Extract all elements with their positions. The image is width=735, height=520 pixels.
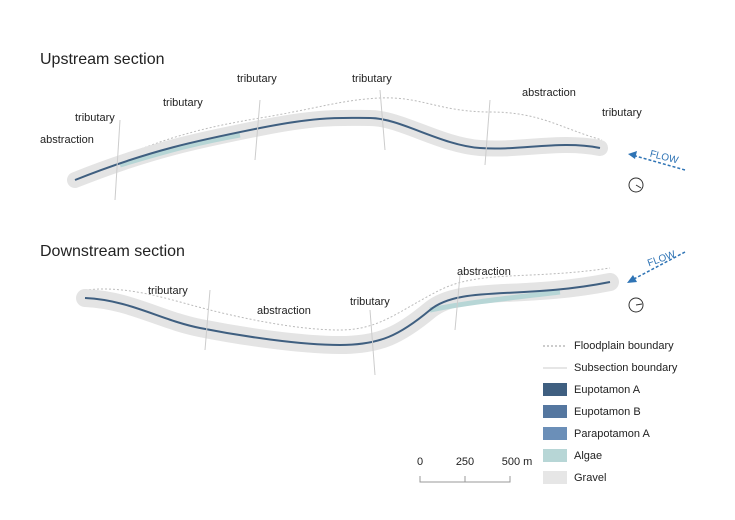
channel bbox=[84, 281, 611, 347]
legend-label: Subsection boundary bbox=[574, 362, 678, 374]
scale-bar bbox=[419, 476, 511, 483]
site-label: tributary bbox=[350, 296, 390, 308]
site-label: tributary bbox=[148, 285, 188, 297]
legend-label: Gravel bbox=[574, 472, 606, 484]
site-label: tributary bbox=[237, 73, 277, 85]
compass-needle bbox=[635, 184, 642, 189]
algae bbox=[429, 289, 561, 313]
flow-arrow bbox=[631, 154, 686, 171]
legend-swatch bbox=[543, 449, 567, 462]
subsection-boundary bbox=[379, 89, 386, 151]
site-label: abstraction bbox=[40, 134, 94, 146]
floodplain-boundary bbox=[67, 97, 603, 183]
legend-swatch bbox=[543, 471, 567, 484]
upstream-map bbox=[67, 89, 608, 201]
subsection-boundary bbox=[114, 119, 121, 201]
section-title: Downstream section bbox=[40, 243, 185, 260]
legend-swatch bbox=[543, 405, 567, 418]
legend-label: Floodplain boundary bbox=[574, 340, 674, 352]
legend-swatch bbox=[543, 427, 567, 440]
scale-label: 500 m bbox=[502, 456, 533, 468]
flow-arrowhead bbox=[627, 275, 637, 283]
scale-label: 250 bbox=[456, 456, 474, 468]
site-label: tributary bbox=[163, 97, 203, 109]
site-label: abstraction bbox=[522, 87, 576, 99]
subsection-boundary bbox=[484, 99, 491, 166]
site-label: abstraction bbox=[257, 305, 311, 317]
legend-swatch bbox=[543, 383, 567, 396]
site-label: tributary bbox=[75, 112, 115, 124]
site-label: abstraction bbox=[457, 266, 511, 278]
flow-label: FLOW bbox=[646, 249, 677, 269]
subsection-boundary bbox=[204, 289, 211, 351]
compass-needle bbox=[635, 303, 643, 306]
scale-label: 0 bbox=[417, 456, 423, 468]
site-label: tributary bbox=[602, 107, 642, 119]
subsection-boundary bbox=[454, 274, 461, 331]
legend-label: Eupotamon A bbox=[574, 384, 641, 396]
subsection-boundary bbox=[369, 309, 376, 376]
legend-label: Eupotamon B bbox=[574, 406, 641, 418]
algae bbox=[119, 132, 241, 168]
gravel bbox=[67, 109, 608, 188]
subsection-boundary bbox=[254, 99, 261, 161]
section-title: Upstream section bbox=[40, 51, 165, 68]
compass bbox=[628, 177, 644, 193]
downstream-map bbox=[76, 267, 619, 376]
channel bbox=[74, 116, 601, 181]
legend-label: Parapotamon A bbox=[574, 428, 650, 440]
compass bbox=[628, 297, 644, 313]
legend-label: Algae bbox=[574, 450, 602, 462]
site-label: tributary bbox=[352, 73, 392, 85]
flow-arrowhead bbox=[628, 151, 637, 159]
